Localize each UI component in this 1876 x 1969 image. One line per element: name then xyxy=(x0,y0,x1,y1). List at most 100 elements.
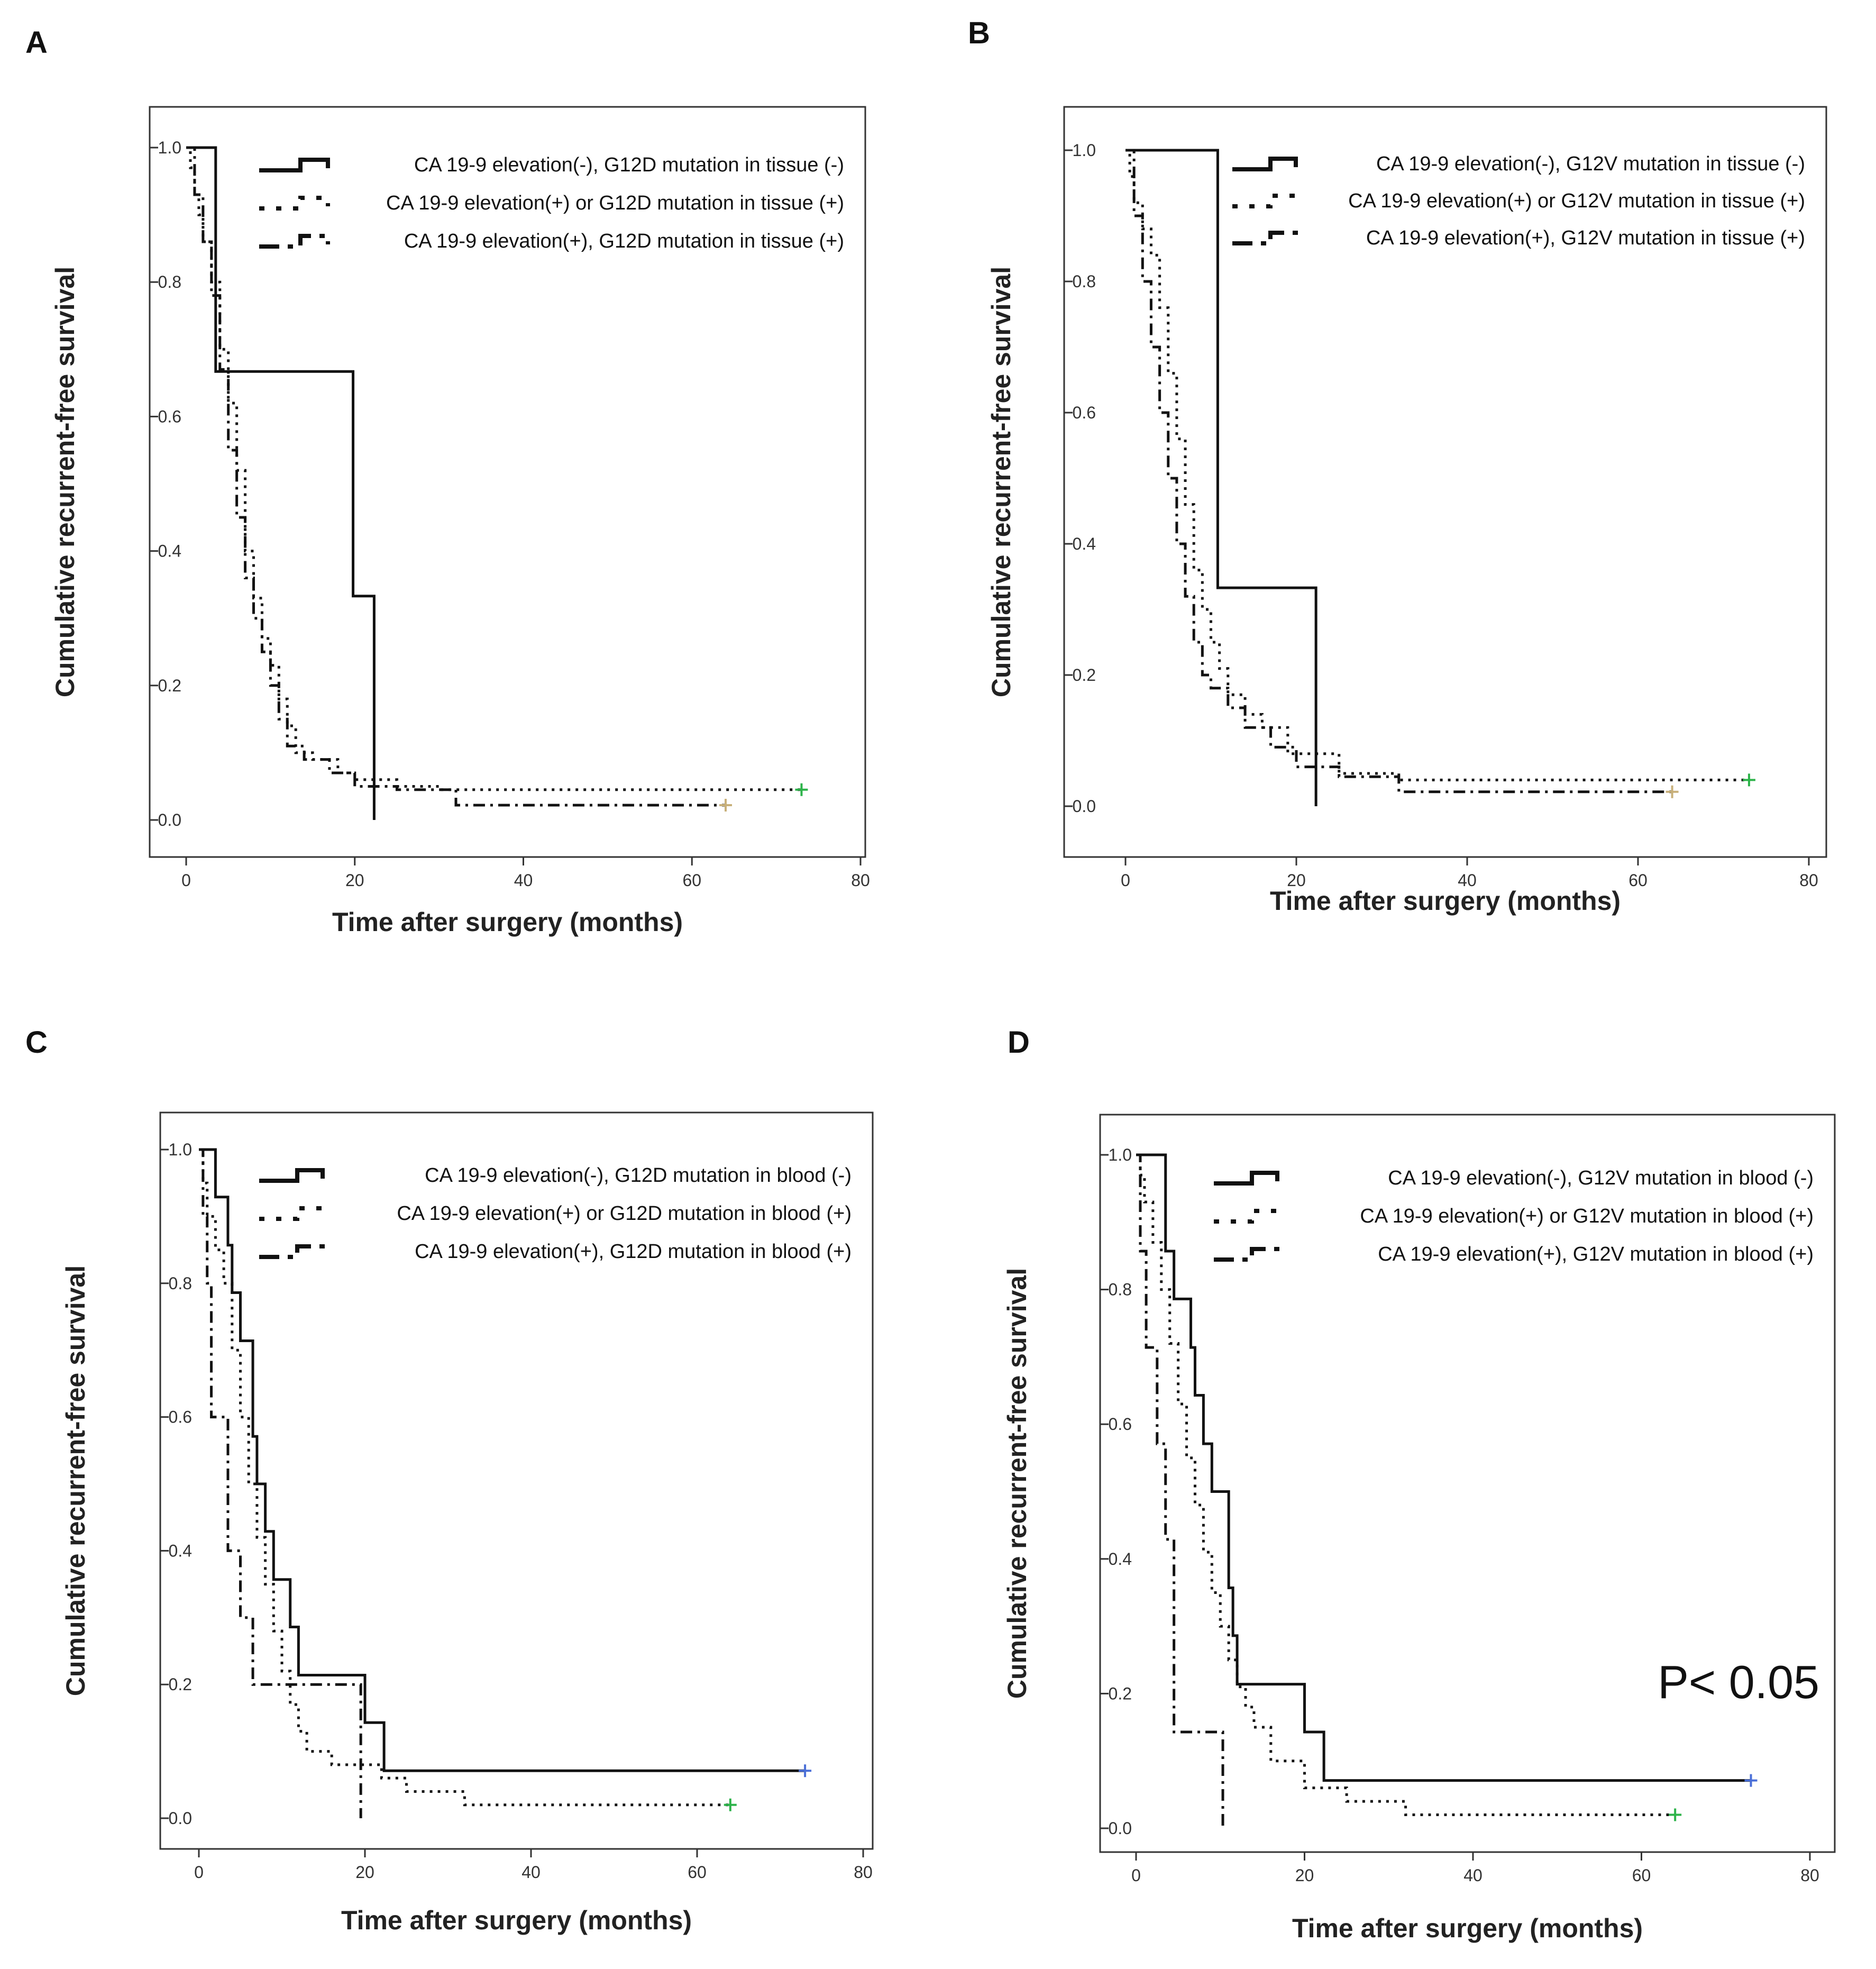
x-tick-label: 20 xyxy=(355,1863,374,1882)
censor-mark xyxy=(1665,785,1679,798)
y-tick-label: 0.2 xyxy=(1073,666,1096,685)
panel-letter: A xyxy=(25,25,48,60)
y-tick-label: 0.0 xyxy=(1073,797,1096,816)
y-tick-label: 0.4 xyxy=(169,1541,192,1560)
y-tick-label: 0.2 xyxy=(1109,1684,1132,1703)
x-tick-label: 20 xyxy=(1295,1866,1314,1885)
censor-mark xyxy=(1669,1808,1682,1821)
legend: CA 19-9 elevation(-), G12D mutation in t… xyxy=(259,154,844,252)
x-tick-label: 0 xyxy=(1131,1866,1141,1885)
legend-swatch-dashdot xyxy=(1214,1247,1279,1262)
x-tick-label: 40 xyxy=(1458,871,1477,890)
km-panel-c: C 0.0 0.2 0.4 0.6 0.8 1.0 0 20 40 60 80 Time after s… xyxy=(25,1025,874,1935)
y-tick-label: 0.6 xyxy=(169,1408,192,1427)
legend-swatch-dashdot xyxy=(1232,231,1298,245)
y-tick-label: 0.2 xyxy=(169,1675,192,1694)
legend-entry: CA 19-9 elevation(+) or G12D mutation in… xyxy=(386,192,844,214)
y-tick-label: 0.0 xyxy=(1109,1819,1132,1838)
censor-mark xyxy=(1744,1774,1758,1787)
legend-entry: CA 19-9 elevation(+) or G12V mutation in… xyxy=(1348,190,1805,212)
plot-frame xyxy=(159,1111,874,1850)
y-tick-label: 1.0 xyxy=(1109,1145,1132,1164)
x-tick-label: 20 xyxy=(1287,871,1306,890)
x-axis-title: Time after surgery (months) xyxy=(1292,1913,1643,1943)
plot-frame xyxy=(1099,1114,1836,1853)
censor-mark xyxy=(799,1764,812,1777)
legend-entry: CA 19-9 elevation(-), G12V mutation in t… xyxy=(1376,153,1805,175)
y-tick-label: 0.8 xyxy=(158,272,181,291)
plot-frame xyxy=(1063,106,1827,858)
legend-entry: CA 19-9 elevation(+), G12V mutation in t… xyxy=(1366,227,1805,249)
legend-swatch-dashdot xyxy=(259,234,330,249)
legend: CA 19-9 elevation(-), G12V mutation in b… xyxy=(1214,1167,1814,1265)
x-tick-label: 0 xyxy=(181,871,191,890)
censor-mark xyxy=(1742,773,1755,787)
legend-swatch-solid xyxy=(259,158,330,172)
km-panel-a: A 0.0 0.2 0.4 0.6 0.8 1.0 0 20 40 60 80 Time after s… xyxy=(25,25,870,937)
y-tick-label: 0.6 xyxy=(1109,1415,1132,1434)
x-tick-label: 40 xyxy=(514,871,533,890)
km-series-dashdot xyxy=(1136,1153,1224,1828)
y-tick-label: 0.4 xyxy=(1109,1549,1132,1569)
y-axis-title: Cumulative recurrent-free survival xyxy=(986,267,1016,697)
y-tick-label: 0.6 xyxy=(158,407,181,426)
x-tick-label: 80 xyxy=(1799,871,1818,890)
x-axis-title: Time after surgery (months) xyxy=(1270,886,1621,916)
y-tick-label: 0.4 xyxy=(158,542,181,561)
km-series-solid xyxy=(1125,149,1317,806)
x-tick-label: 80 xyxy=(854,1863,873,1882)
legend-entry: CA 19-9 elevation(-), G12D mutation in b… xyxy=(425,1164,852,1187)
y-tick-label: 0.8 xyxy=(1073,272,1096,291)
y-tick-label: 0.2 xyxy=(158,676,181,695)
legend-entry: CA 19-9 elevation(+), G12D mutation in b… xyxy=(415,1241,852,1263)
km-panel-b: B 0.0 0.2 0.4 0.6 0.8 1.0 0 20 40 60 80 Time after s… xyxy=(968,16,1827,916)
x-tick-label: 60 xyxy=(682,871,701,890)
legend: CA 19-9 elevation(-), G12V mutation in t… xyxy=(1232,153,1805,249)
km-series-solid xyxy=(1136,1153,1751,1782)
legend-swatch-solid xyxy=(1214,1171,1279,1186)
y-tick-label: 1.0 xyxy=(169,1140,192,1159)
x-axis-title: Time after surgery (months) xyxy=(332,907,683,937)
y-tick-label: 1.0 xyxy=(1073,141,1096,160)
legend-entry: CA 19-9 elevation(-), G12D mutation in t… xyxy=(414,154,844,176)
km-series-dashdot xyxy=(186,146,726,807)
y-tick-label: 0.0 xyxy=(158,810,181,829)
legend: CA 19-9 elevation(-), G12D mutation in b… xyxy=(259,1164,852,1263)
y-axis-title: Cumulative recurrent-free survival xyxy=(1002,1268,1032,1699)
y-tick-label: 0.0 xyxy=(169,1809,192,1828)
km-series-dotted xyxy=(1136,1153,1676,1817)
x-tick-label: 40 xyxy=(1463,1866,1483,1885)
x-tick-label: 80 xyxy=(1800,1866,1819,1885)
legend-entry: CA 19-9 elevation(+), G12D mutation in t… xyxy=(404,230,844,252)
y-axis-title: Cumulative recurrent-free survival xyxy=(50,267,80,697)
censor-mark xyxy=(719,799,732,812)
y-axis-title: Cumulative recurrent-free survival xyxy=(61,1265,90,1696)
censor-mark xyxy=(795,783,808,796)
y-tick-label: 0.6 xyxy=(1073,403,1096,422)
y-tick-label: 1.0 xyxy=(158,138,181,157)
x-tick-label: 60 xyxy=(688,1863,707,1882)
legend-entry: CA 19-9 elevation(-), G12V mutation in b… xyxy=(1388,1167,1814,1189)
panel-letter: D xyxy=(1008,1025,1030,1060)
plot-frame xyxy=(149,106,866,858)
km-series-dashdot xyxy=(1125,149,1672,794)
x-axis-title: Time after surgery (months) xyxy=(341,1906,692,1935)
legend-entry: CA 19-9 elevation(+) or G12D mutation in… xyxy=(397,1202,852,1225)
km-series-dotted xyxy=(1125,149,1749,781)
legend-entry: CA 19-9 elevation(+) or G12V mutation in… xyxy=(1360,1205,1814,1227)
x-tick-label: 0 xyxy=(194,1863,204,1882)
panel-letter: B xyxy=(968,16,990,50)
legend-swatch-solid xyxy=(1232,157,1298,171)
censor-mark xyxy=(724,1798,737,1811)
legend-swatch-dotted xyxy=(259,196,330,211)
x-tick-label: 60 xyxy=(1628,871,1648,890)
legend-swatch-dashdot xyxy=(259,1244,325,1259)
y-tick-label: 0.8 xyxy=(169,1274,192,1293)
panel-letter: C xyxy=(25,1025,48,1060)
x-tick-label: 80 xyxy=(851,871,870,890)
y-tick-label: 0.8 xyxy=(1109,1280,1132,1299)
km-panel-d: D 0.0 0.2 0.4 0.6 0.8 1.0 0 20 40 60 80 Time after s… xyxy=(1002,1025,1836,1943)
legend-swatch-solid xyxy=(259,1168,325,1183)
x-tick-label: 40 xyxy=(521,1863,541,1882)
